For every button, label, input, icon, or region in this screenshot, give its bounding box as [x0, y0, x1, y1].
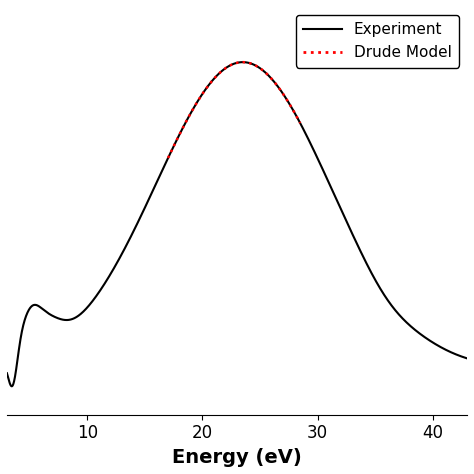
Experiment: [216, 71, 221, 77]
Drude Model: [175, 134, 181, 140]
Experiment: [28, 304, 34, 310]
X-axis label: Energy (eV): Energy (eV): [172, 448, 302, 467]
Drude Model: [257, 65, 263, 71]
Drude Model: [165, 155, 171, 161]
Experiment: [4, 370, 10, 376]
Experiment: [228, 62, 234, 68]
Experiment: [9, 383, 15, 389]
Drude Model: [297, 120, 303, 126]
Drude Model: [240, 59, 246, 65]
Line: Experiment: Experiment: [7, 62, 467, 386]
Experiment: [451, 351, 457, 356]
Drude Model: [263, 70, 269, 76]
Experiment: [464, 356, 470, 361]
Experiment: [451, 351, 457, 356]
Line: Drude Model: Drude Model: [168, 62, 300, 158]
Drude Model: [237, 59, 243, 65]
Experiment: [367, 267, 373, 273]
Legend: Experiment, Drude Model: Experiment, Drude Model: [296, 15, 459, 67]
Drude Model: [191, 104, 197, 109]
Experiment: [240, 59, 246, 65]
Drude Model: [283, 95, 288, 100]
